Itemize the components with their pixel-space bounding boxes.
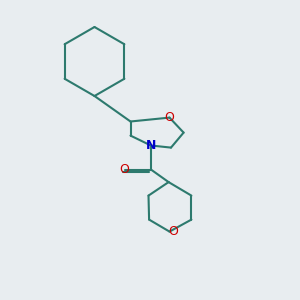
Text: O: O xyxy=(168,225,178,238)
Text: O: O xyxy=(119,163,129,176)
Text: O: O xyxy=(165,111,174,124)
Text: N: N xyxy=(146,139,156,152)
